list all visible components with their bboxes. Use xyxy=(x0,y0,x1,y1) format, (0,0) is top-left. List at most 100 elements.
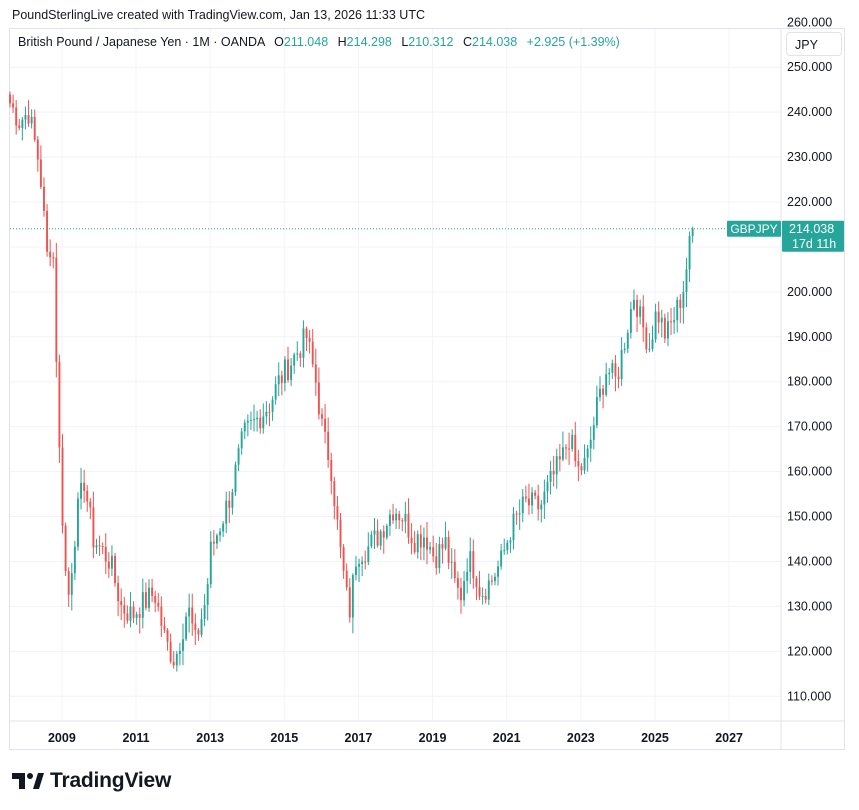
candle xyxy=(70,562,73,611)
candle xyxy=(117,575,120,617)
candle-body xyxy=(561,447,564,460)
candle xyxy=(370,530,373,549)
candle xyxy=(280,370,283,396)
candle-body xyxy=(172,661,175,666)
candle xyxy=(589,426,592,462)
legend-low-value: 210.312 xyxy=(408,35,454,49)
candle xyxy=(225,491,228,534)
candle-body xyxy=(203,605,206,620)
candle xyxy=(12,94,15,113)
candle xyxy=(311,328,314,368)
candle xyxy=(98,535,101,556)
candle-body xyxy=(355,566,357,576)
candle-body xyxy=(157,602,160,607)
candle-body xyxy=(117,582,120,602)
candle xyxy=(599,376,601,402)
candle-body xyxy=(648,348,651,350)
candle xyxy=(191,593,194,637)
candle xyxy=(308,330,311,354)
candle-body xyxy=(685,269,688,292)
candle xyxy=(469,537,472,585)
candle xyxy=(413,531,416,555)
candle-body xyxy=(92,507,95,548)
candle-body xyxy=(67,571,70,595)
tradingview-logo[interactable]: TradingView xyxy=(12,768,171,794)
candle xyxy=(290,358,293,386)
candle-body xyxy=(9,94,11,104)
candle-body xyxy=(660,317,663,323)
candle xyxy=(549,460,552,495)
candle-body xyxy=(154,595,157,603)
chart-frame xyxy=(9,28,845,750)
candle-body xyxy=(636,299,639,317)
price-tag-value: 214.038 xyxy=(789,222,834,236)
candle-body xyxy=(76,498,79,547)
candle xyxy=(626,329,629,354)
candle xyxy=(268,403,271,427)
legend-low-label: L xyxy=(401,35,409,49)
candle xyxy=(617,366,620,389)
candle xyxy=(262,403,265,434)
candle xyxy=(623,342,626,354)
candle-body xyxy=(404,513,407,522)
candle-body xyxy=(209,541,212,585)
candle xyxy=(296,341,299,361)
candle-body xyxy=(494,576,496,582)
x-tick-label: 2013 xyxy=(196,731,224,745)
candle-body xyxy=(521,496,524,514)
candle xyxy=(67,567,70,607)
candle xyxy=(95,538,98,555)
candle-body xyxy=(524,496,527,499)
candle-body xyxy=(175,653,178,666)
candle xyxy=(633,289,635,311)
candle-body xyxy=(70,573,73,595)
candle-body xyxy=(114,555,116,583)
candle xyxy=(114,552,116,587)
y-tick-label: 180.000 xyxy=(787,375,832,389)
candle xyxy=(472,539,475,589)
candle xyxy=(175,650,178,672)
candle-body xyxy=(608,372,611,375)
currency-selector[interactable]: JPY xyxy=(786,32,842,56)
candle xyxy=(358,558,361,583)
candle-body xyxy=(497,566,500,577)
candle xyxy=(141,578,144,629)
candle-body xyxy=(178,650,181,654)
candle-body xyxy=(663,317,666,339)
candle-body xyxy=(216,535,218,544)
candle xyxy=(92,491,95,558)
candle xyxy=(404,501,407,534)
candle xyxy=(460,577,462,614)
candle-body xyxy=(240,431,243,449)
x-tick-label: 2019 xyxy=(419,731,447,745)
candle-body xyxy=(429,547,432,550)
candle-body xyxy=(104,546,107,562)
candle-body xyxy=(243,422,246,432)
candle-body xyxy=(398,513,401,521)
candle-body xyxy=(27,114,30,124)
y-tick-label: 120.000 xyxy=(787,644,832,658)
candle xyxy=(55,242,58,378)
candle-body xyxy=(21,119,24,129)
candle-body xyxy=(639,306,642,317)
candle xyxy=(518,499,521,530)
candle-body xyxy=(73,546,76,574)
candle xyxy=(39,145,42,190)
candle-body xyxy=(342,547,345,571)
y-tick-label: 130.000 xyxy=(787,599,832,613)
candle xyxy=(302,320,305,368)
candle-body xyxy=(80,482,83,499)
candle xyxy=(552,456,555,487)
candle xyxy=(101,542,104,555)
candle xyxy=(228,491,231,524)
candle xyxy=(373,517,376,549)
candle-body xyxy=(506,542,509,551)
candle-body xyxy=(401,520,404,522)
candle xyxy=(512,507,515,550)
x-tick-label: 2027 xyxy=(715,731,743,745)
y-tick-label: 220.000 xyxy=(787,195,832,209)
candle xyxy=(558,443,561,472)
candle-body xyxy=(271,399,274,412)
candle-body xyxy=(43,186,45,211)
